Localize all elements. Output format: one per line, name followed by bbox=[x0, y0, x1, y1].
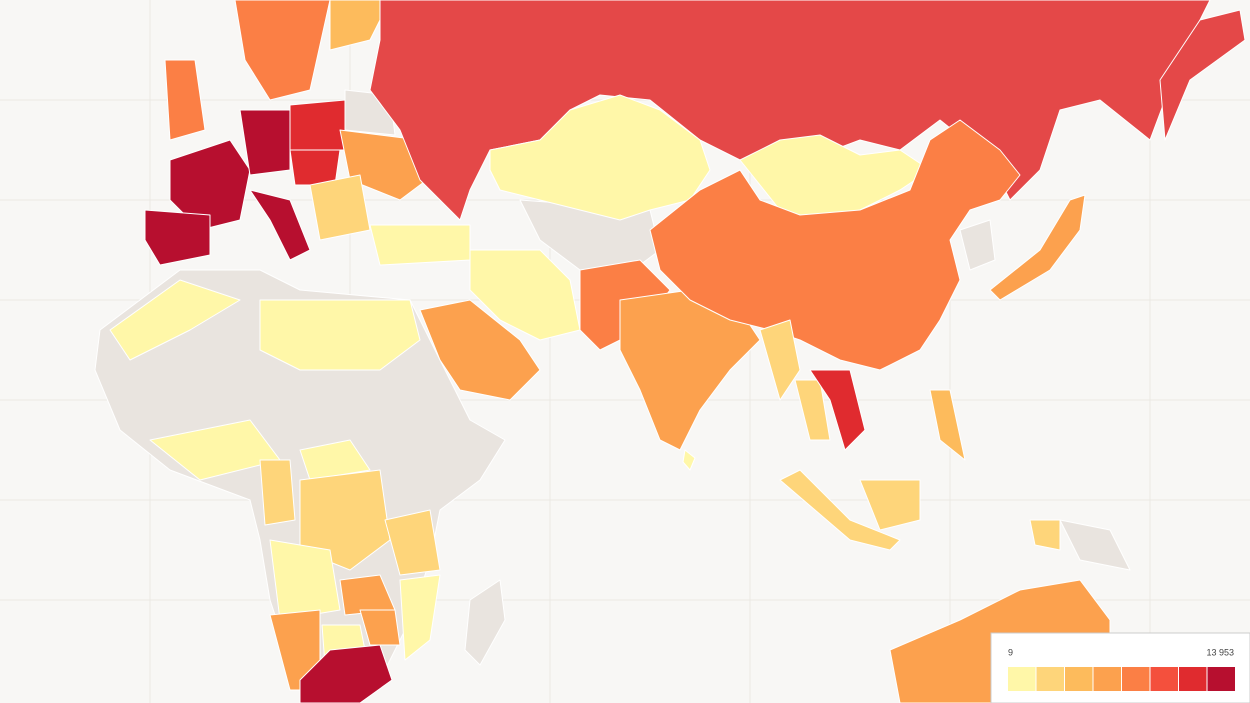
legend-swatch bbox=[1065, 667, 1093, 691]
country bbox=[809, 369, 866, 451]
country bbox=[269, 539, 341, 621]
country bbox=[164, 59, 206, 141]
country bbox=[289, 99, 346, 151]
country bbox=[259, 459, 296, 526]
legend-swatch bbox=[1036, 667, 1064, 691]
country bbox=[779, 469, 901, 551]
country bbox=[464, 579, 506, 666]
country bbox=[259, 299, 421, 371]
legend-min-label: 9 bbox=[1008, 647, 1013, 657]
country bbox=[759, 319, 801, 401]
country bbox=[929, 389, 966, 461]
country bbox=[329, 0, 391, 51]
country bbox=[234, 0, 331, 101]
country bbox=[1059, 519, 1131, 571]
country bbox=[682, 449, 696, 471]
country bbox=[399, 574, 441, 661]
country bbox=[299, 644, 393, 703]
country bbox=[794, 379, 831, 441]
country bbox=[289, 149, 341, 186]
country bbox=[1159, 9, 1246, 141]
country bbox=[359, 609, 401, 646]
legend-swatch bbox=[1093, 667, 1121, 691]
country bbox=[169, 139, 251, 231]
legend-swatch bbox=[1207, 667, 1235, 691]
country bbox=[309, 174, 371, 241]
legend-swatch bbox=[1008, 667, 1036, 691]
country bbox=[419, 299, 541, 401]
legend-swatch bbox=[1150, 667, 1178, 691]
legend-swatch bbox=[1179, 667, 1207, 691]
country bbox=[469, 249, 581, 341]
country bbox=[369, 224, 471, 266]
country bbox=[1029, 519, 1061, 551]
country bbox=[249, 189, 311, 261]
country bbox=[384, 509, 441, 576]
country bbox=[239, 109, 291, 176]
country bbox=[989, 194, 1086, 301]
country bbox=[299, 469, 391, 571]
legend-swatch bbox=[1122, 667, 1150, 691]
country bbox=[959, 219, 996, 271]
country bbox=[109, 279, 241, 361]
country bbox=[299, 439, 371, 481]
legend: 9 13 953 bbox=[990, 632, 1250, 703]
legend-max-label: 13 953 bbox=[1206, 647, 1234, 657]
country bbox=[144, 209, 211, 266]
country bbox=[859, 479, 921, 531]
